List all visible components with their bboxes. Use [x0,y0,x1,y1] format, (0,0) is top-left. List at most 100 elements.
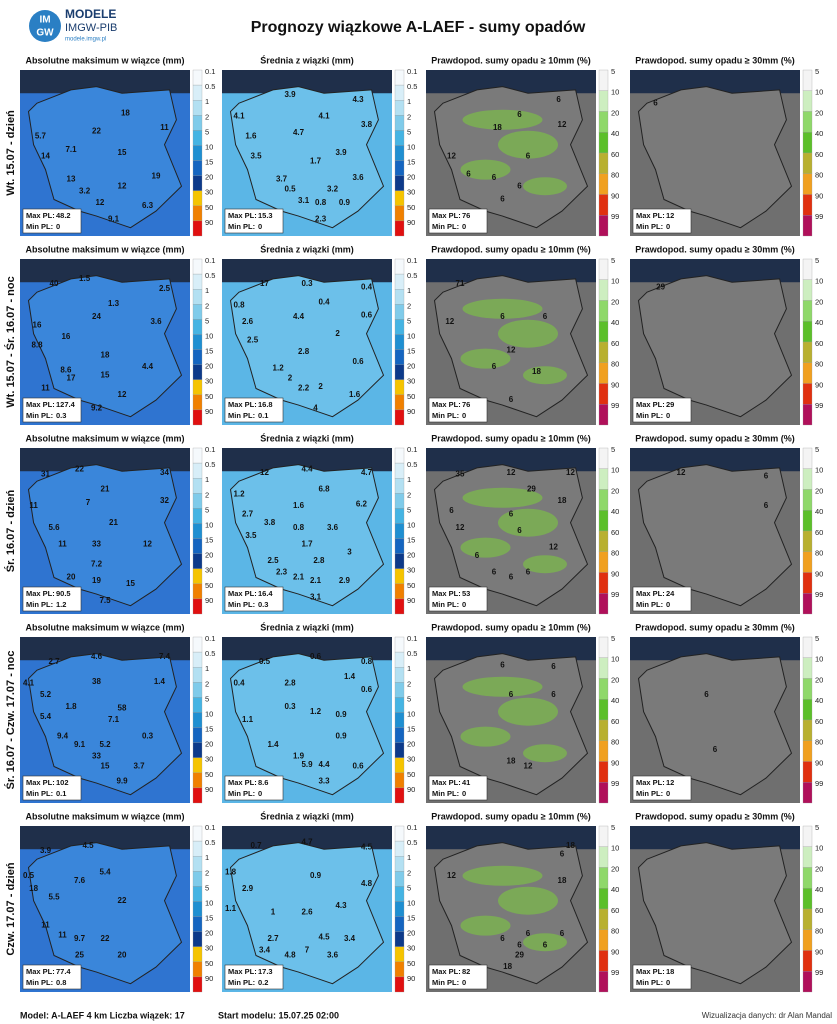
map-value: 24 [92,312,101,321]
colorbar-label: 5 [407,694,411,703]
map-panel: Prawdopod. sumy opadu ≥ 30mm (%) 5 10 20 40 6… [630,433,823,615]
colorbar-label: 20 [407,551,415,560]
colorbar-label: 10 [407,898,415,907]
colorbar-segment [192,840,203,857]
colorbar-segment [394,916,405,932]
colorbar-label: 5 [205,316,209,325]
colorbar-label: 1 [205,286,209,295]
colorbar-segment [192,145,203,161]
colorbar-segment [394,757,405,773]
map-value: 6.3 [142,201,154,210]
colorbar-label: 5 [407,505,411,514]
colorbar-label: 10 [205,520,213,529]
colorbar-segment [192,364,203,380]
map-value: 11 [29,501,38,510]
map-value: 22 [101,934,110,943]
panel-title: Średnia z wiązki (mm) [260,621,354,632]
map-value: 16 [33,321,42,330]
stat-label: Min PL: [26,600,53,609]
stats-box [632,964,692,990]
map-value: 6 [466,170,471,179]
map-value: 6.2 [356,500,368,509]
colorbar-label: 90 [611,191,619,200]
colorbar-label: 1 [407,286,411,295]
colorbar-label: 90 [407,785,415,794]
colorbar-label: 90 [205,785,213,794]
colorbar-label: 15 [205,914,213,923]
colorbar-segment [192,334,203,350]
colorbar-label: 5 [815,67,819,76]
colorbar-label: 2 [205,301,209,310]
country-outline [637,653,793,796]
colorbar-label: 90 [205,596,213,605]
map-value: 18 [101,350,110,359]
map-value: 0.8 [315,198,327,207]
colorbar-label: 10 [407,142,415,151]
sea [20,70,190,94]
colorbar-segment [192,787,203,804]
map-value: 6 [517,526,522,535]
colorbar-segment [802,908,813,930]
map-value: 14 [41,151,50,160]
map-value: 2.9 [339,576,351,585]
map-value: 1.4 [267,740,279,749]
panel-title: Absolutne maksimum w wiązce (mm) [25,244,184,254]
stat-label: Min PL: [636,789,663,798]
stat-value: 0 [666,411,670,420]
sea [222,448,392,472]
rain-area [523,366,567,385]
colorbar-label: 1 [205,664,209,673]
stats-box [224,586,284,612]
map-value: 4.5 [361,843,373,852]
colorbar-label: 30 [205,188,213,197]
colorbar-segment [598,194,609,216]
sea [630,637,800,661]
colorbar-segment [394,205,405,222]
colorbar-segment [394,856,405,872]
map-panel: Absolutne maksimum w wiązce (mm) 0.1 0.5 1 2… [20,811,215,993]
stat-label: Min PL: [228,600,255,609]
map-value: 9.7 [74,934,86,943]
colorbar-segment [598,971,609,993]
colorbar-label: 0.5 [407,460,417,469]
panel-title: Prawdopod. sumy opadu ≥ 10mm (%) [431,622,590,632]
colorbar-segment [192,772,203,789]
map-value: 2 [288,374,293,383]
stat-label: Min PL: [432,222,459,231]
rain-area [498,697,558,726]
colorbar-segment [394,84,405,101]
map-value: 1.7 [310,156,322,165]
map-value: 21 [109,518,118,527]
colorbar-segment [192,553,203,569]
map-value: 11 [160,123,169,132]
map-value: 6 [492,173,497,182]
colorbar-label: 80 [611,549,619,558]
colorbar-segment [192,394,203,411]
map-value: 15 [126,579,135,588]
panel-title: Prawdopod. sumy opadu ≥ 30mm (%) [635,811,794,821]
panel-title: Średnia z wiązki (mm) [260,54,354,65]
colorbar-label: 0.1 [205,823,215,832]
colorbar-label: 20 [611,108,619,117]
map-value: 4.1 [233,112,245,121]
map-value: 0.9 [310,871,322,880]
map-value: 5.4 [40,712,52,721]
stat-value: 0.1 [56,789,66,798]
colorbar-label: 0.5 [407,271,417,280]
map-value: 0.5 [284,185,296,194]
colorbar-segment [192,100,203,116]
colorbar-label: 90 [407,407,415,416]
sea [222,70,392,94]
map-value: 5.9 [301,760,313,769]
colorbar-segment [394,493,405,509]
colorbar-label: 5 [205,694,209,703]
stat-label: Max PL: [228,400,257,409]
map-value: 18 [558,496,567,505]
map-value: 6 [526,151,531,160]
stat-value: 12 [666,211,674,220]
map-value: 6 [653,98,658,107]
colorbar-label: 5 [815,445,819,454]
map-value: 1.8 [65,702,77,711]
colorbar-segment [598,782,609,804]
colorbar-label: 50 [205,581,213,590]
